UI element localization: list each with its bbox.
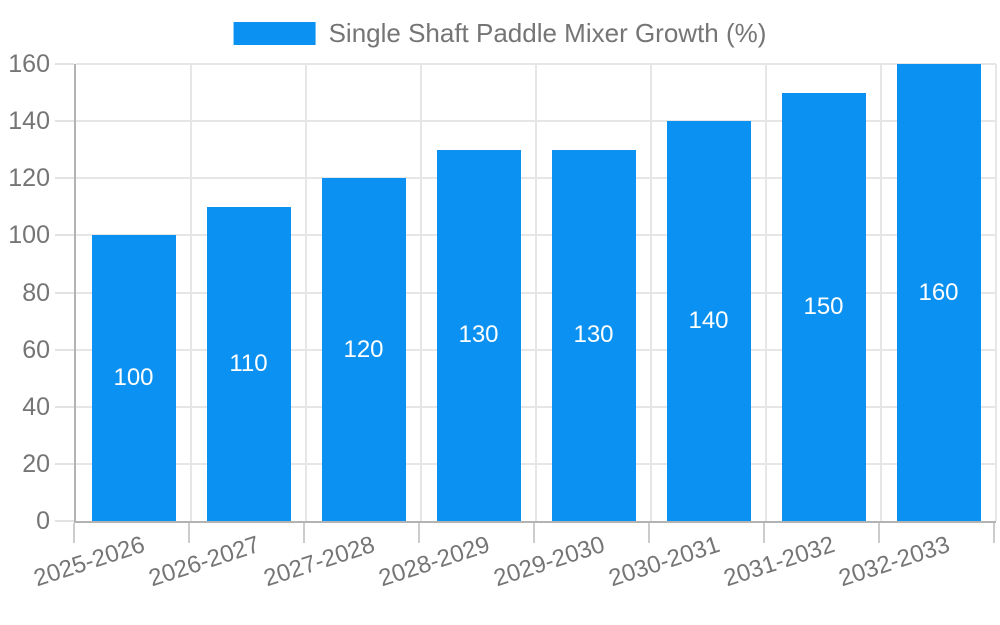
- gridline-v: [420, 64, 422, 521]
- y-tick-label: 20: [22, 449, 50, 478]
- y-axis-tick: [55, 120, 74, 123]
- bar-value-label: 150: [803, 292, 844, 320]
- y-tick-label: 100: [8, 221, 50, 250]
- gridline-v: [765, 64, 767, 521]
- plot-area: 100 110 120 130 130 140 150 160: [55, 63, 997, 523]
- gridline-v: [880, 64, 882, 521]
- bar: 110: [206, 206, 291, 521]
- y-tick-label: 140: [8, 107, 50, 136]
- gridline-v: [650, 64, 652, 521]
- legend-label: Single Shaft Paddle Mixer Growth (%): [328, 18, 767, 48]
- x-axis-tick: [73, 523, 75, 543]
- x-axis-tick: [533, 523, 535, 543]
- x-axis-tick: [188, 523, 190, 543]
- x-axis-tick: [303, 523, 305, 543]
- bar-value-label: 140: [688, 307, 729, 335]
- bar-value-label: 130: [573, 321, 614, 349]
- bar: 120: [321, 178, 406, 521]
- y-axis-tick: [55, 348, 74, 351]
- y-tick-label: 80: [22, 278, 50, 307]
- y-tick-label: 0: [36, 507, 50, 535]
- y-axis-tick: [55, 462, 74, 465]
- chart-legend: Single Shaft Paddle Mixer Growth (%): [233, 18, 767, 48]
- gridline-v: [305, 64, 307, 521]
- bar: 130: [436, 149, 521, 521]
- bar: 140: [666, 121, 751, 521]
- y-axis-tick: [55, 291, 74, 294]
- bar: 150: [781, 92, 866, 521]
- legend-swatch: [233, 21, 316, 45]
- gridline-v: [995, 64, 997, 521]
- x-axis-tick: [993, 523, 995, 543]
- bar-value-label: 100: [113, 364, 154, 392]
- gridline-v: [535, 64, 537, 521]
- x-axis-tick: [418, 523, 420, 543]
- bar-value-label: 110: [229, 349, 268, 377]
- bar-value-label: 130: [458, 321, 499, 349]
- bar-chart: Single Shaft Paddle Mixer Growth (%) 100…: [8, 18, 997, 593]
- bar-value-label: 120: [343, 335, 384, 363]
- bar-value-label: 160: [918, 278, 959, 306]
- y-axis-tick: [55, 520, 74, 522]
- y-axis-tick: [55, 234, 74, 237]
- x-axis-tick: [878, 523, 880, 543]
- y-axis-tick: [55, 63, 74, 65]
- x-axis-tick: [763, 523, 765, 543]
- legend-item[interactable]: Single Shaft Paddle Mixer Growth (%): [233, 18, 767, 48]
- y-axis-tick: [55, 177, 74, 180]
- bar: 130: [551, 149, 636, 521]
- gridline-v: [190, 64, 192, 521]
- y-tick-label: 120: [8, 164, 50, 193]
- x-axis-tick: [648, 523, 650, 543]
- y-tick-label: 40: [22, 392, 50, 421]
- bar: 100: [91, 235, 176, 521]
- y-axis-tick: [55, 405, 74, 408]
- bar: 160: [896, 64, 981, 521]
- y-tick-label: 160: [8, 50, 50, 78]
- y-tick-label: 60: [22, 335, 50, 364]
